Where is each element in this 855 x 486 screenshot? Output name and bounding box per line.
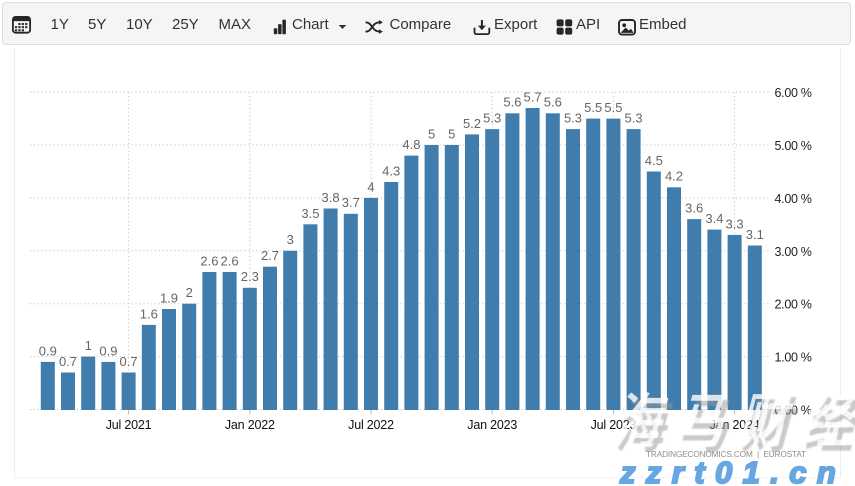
- svg-text:4.3: 4.3: [382, 163, 400, 178]
- svg-text:Jul 2021: Jul 2021: [106, 418, 152, 432]
- svg-text:1.9: 1.9: [160, 290, 178, 305]
- svg-text:zzrt01.cn: zzrt01.cn: [619, 455, 846, 486]
- svg-text:4.5: 4.5: [645, 153, 663, 168]
- svg-text:Jul 2022: Jul 2022: [348, 418, 394, 432]
- svg-text:3: 3: [287, 232, 294, 247]
- svg-text:5.00 %: 5.00 %: [775, 139, 812, 153]
- svg-text:5.2: 5.2: [463, 116, 481, 131]
- svg-text:0.7: 0.7: [120, 354, 138, 369]
- svg-text:5.3: 5.3: [625, 111, 643, 126]
- svg-text:5.6: 5.6: [503, 95, 521, 110]
- svg-text:Jan 2022: Jan 2022: [225, 418, 275, 432]
- svg-text:2.6: 2.6: [200, 253, 218, 268]
- svg-text:2.6: 2.6: [221, 253, 239, 268]
- svg-text:3.8: 3.8: [322, 190, 340, 205]
- svg-text:0.9: 0.9: [39, 343, 57, 358]
- svg-text:Jan 2023: Jan 2023: [467, 418, 517, 432]
- svg-text:0.9: 0.9: [99, 343, 117, 358]
- svg-text:2: 2: [186, 285, 193, 300]
- svg-text:4.8: 4.8: [402, 137, 420, 152]
- svg-text:3.3: 3.3: [726, 216, 744, 231]
- svg-text:zzrt01.cn: zzrt01.cn: [617, 453, 844, 486]
- svg-text:4.2: 4.2: [665, 169, 683, 184]
- svg-text:5.5: 5.5: [584, 100, 602, 115]
- svg-text:3.6: 3.6: [685, 201, 703, 216]
- svg-text:2.00 %: 2.00 %: [775, 298, 812, 312]
- svg-text:5: 5: [428, 126, 435, 141]
- svg-text:3.5: 3.5: [301, 206, 319, 221]
- svg-text:5.5: 5.5: [604, 100, 622, 115]
- svg-text:3.1: 3.1: [746, 227, 764, 242]
- svg-text:0.7: 0.7: [59, 354, 77, 369]
- svg-text:3.4: 3.4: [705, 211, 723, 226]
- svg-text:TRADINGECONOMICS.COM | EUROS: TRADINGECONOMICS.COM | EUROSTAT: [646, 450, 806, 459]
- svg-text:6.00 %: 6.00 %: [775, 86, 812, 100]
- svg-text:5: 5: [448, 126, 455, 141]
- svg-text:3.7: 3.7: [342, 195, 360, 210]
- svg-text:2.3: 2.3: [241, 269, 259, 284]
- svg-text:1.6: 1.6: [140, 306, 158, 321]
- svg-text:1: 1: [85, 338, 92, 353]
- svg-text:3.00 %: 3.00 %: [775, 245, 812, 259]
- svg-text:5.6: 5.6: [544, 95, 562, 110]
- svg-text:1.00 %: 1.00 %: [775, 351, 812, 365]
- svg-text:5.7: 5.7: [524, 89, 542, 104]
- svg-text:5.3: 5.3: [483, 111, 501, 126]
- svg-text:4: 4: [367, 179, 374, 194]
- svg-text:5.3: 5.3: [564, 111, 582, 126]
- svg-text:4.00 %: 4.00 %: [775, 192, 812, 206]
- svg-text:2.7: 2.7: [261, 248, 279, 263]
